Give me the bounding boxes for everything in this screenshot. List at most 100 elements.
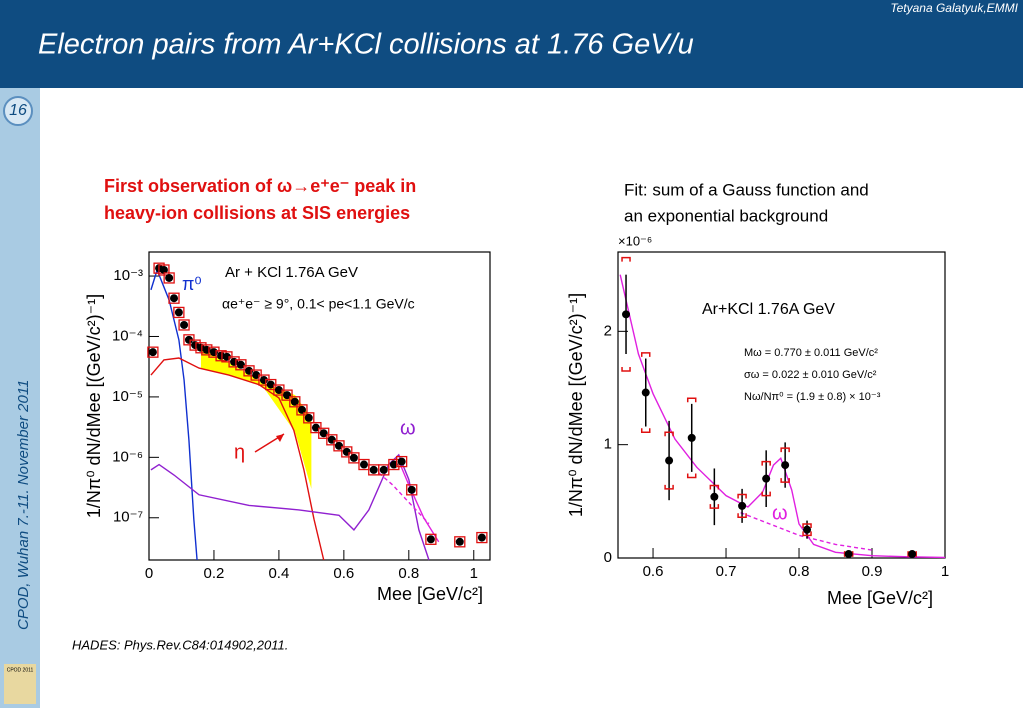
sidebar <box>0 88 40 708</box>
y-tick-label: 2 <box>604 322 612 339</box>
annotation: η <box>234 441 245 463</box>
y-tick-label: 10⁻⁷ <box>113 509 143 526</box>
data-point <box>426 535 435 544</box>
sys-box <box>454 536 466 548</box>
data-point <box>252 371 261 380</box>
sys-bracket <box>640 352 651 357</box>
data-point <box>180 320 189 329</box>
x-tick-label: 0.8 <box>789 563 810 580</box>
data-point <box>319 429 328 438</box>
data-point <box>349 453 358 462</box>
data-point <box>290 397 299 406</box>
sys-box <box>147 346 159 358</box>
slide-title: Electron pairs from Ar+KCl collisions at… <box>38 29 694 61</box>
data-point <box>342 447 351 456</box>
sys-box <box>318 427 330 439</box>
sys-box <box>341 446 353 458</box>
caption: First observation of ω→e⁺e⁻ peak in <box>104 176 416 196</box>
arrowhead <box>276 434 284 442</box>
sys-bracket <box>709 504 720 509</box>
plot-frame <box>617 251 946 559</box>
sys-bracket <box>780 478 790 483</box>
y-tick-label: 1 <box>604 436 612 453</box>
x-tick-label: 0.7 <box>716 563 737 580</box>
header-bar <box>0 0 1023 88</box>
curve <box>150 453 430 561</box>
caption: heavy-ion collisions at SIS energies <box>104 203 410 223</box>
data-point <box>170 294 179 303</box>
x-axis-label: Mee [GeV/c²] <box>377 584 483 604</box>
sys-box <box>388 458 400 471</box>
curve <box>740 512 873 551</box>
x-tick-label: 0.2 <box>204 565 225 582</box>
sys-box <box>303 412 315 424</box>
annotation: Ar + KCl 1.76A GeV <box>225 264 358 281</box>
logo-text: CPOD 2011 <box>7 667 34 673</box>
data-point <box>687 433 696 442</box>
sys-box <box>348 452 360 464</box>
sys-box <box>281 389 293 401</box>
fit-note: an exponential background <box>624 206 828 225</box>
logo <box>4 664 36 704</box>
y-tick-label: 10⁻³ <box>113 267 143 284</box>
sys-bracket <box>780 447 790 453</box>
data-point <box>334 441 343 450</box>
sys-box <box>243 365 255 377</box>
sys-bracket <box>664 484 674 490</box>
y-multiplier: ×10⁻⁶ <box>618 233 652 248</box>
sys-box <box>326 434 338 446</box>
y-tick-label: 0 <box>604 549 612 566</box>
number-badge <box>3 96 33 126</box>
sys-bracket <box>737 493 747 499</box>
sys-box <box>178 319 190 331</box>
annotation: ω <box>772 502 788 524</box>
sys-bracket <box>802 523 812 528</box>
data-point <box>148 348 157 357</box>
data-point <box>738 501 747 510</box>
sidebar-text: CPOD, Wuhan 7.-11. November 2011 <box>15 380 32 630</box>
annotation: ω <box>400 417 416 439</box>
data-point <box>174 308 183 317</box>
x-tick-label: 0.6 <box>333 565 354 582</box>
data-point <box>297 405 306 414</box>
data-point <box>844 550 853 559</box>
data-point <box>327 435 336 444</box>
y-tick-label: 10⁻⁴ <box>112 327 143 344</box>
data-point <box>245 366 254 375</box>
sys-box <box>235 359 247 371</box>
sys-bracket <box>621 256 631 262</box>
data-point <box>283 391 292 400</box>
data-point <box>622 310 631 319</box>
sys-bracket <box>664 431 674 437</box>
y-tick-label: 10⁻⁶ <box>112 448 143 465</box>
data-point <box>359 460 368 469</box>
annotation: π⁰ <box>182 274 202 294</box>
y-axis-label: 1/Nπ⁰ dN/dMee [(GeV/c²)⁻¹] <box>84 294 104 518</box>
sys-box <box>296 404 308 416</box>
data-point <box>266 380 275 389</box>
annotation: σω = 0.022 ± 0.010 GeV/c² <box>744 369 877 381</box>
sys-box <box>333 440 345 452</box>
x-tick-label: 1 <box>470 565 478 582</box>
sys-bracket <box>686 473 697 479</box>
data-point <box>710 492 719 501</box>
data-point <box>762 474 771 483</box>
sys-box <box>396 455 408 468</box>
sys-box <box>163 272 175 284</box>
data-point <box>781 461 790 470</box>
curve <box>398 461 440 543</box>
annotation: αe⁺e⁻ ≥ 9°, 0.1< pe<1.1 GeV/c <box>222 296 415 312</box>
shaded-band <box>200 347 312 489</box>
sys-box <box>289 396 301 408</box>
sys-box <box>208 346 220 358</box>
data-point <box>407 485 416 494</box>
x-tick-label: 0.8 <box>398 565 419 582</box>
sys-box <box>173 306 185 319</box>
data-point <box>641 388 650 397</box>
data-point <box>665 456 674 465</box>
annotation: Nω/Nπ⁰ = (1.9 ± 0.8) × 10⁻³ <box>744 391 881 403</box>
y-axis-label: 1/Nπ⁰ dN/dMee [(GeV/c²)⁻¹] <box>566 293 586 517</box>
sys-box <box>406 484 418 496</box>
x-axis-label: Mee [GeV/c²] <box>827 588 933 608</box>
data-point <box>159 265 168 274</box>
